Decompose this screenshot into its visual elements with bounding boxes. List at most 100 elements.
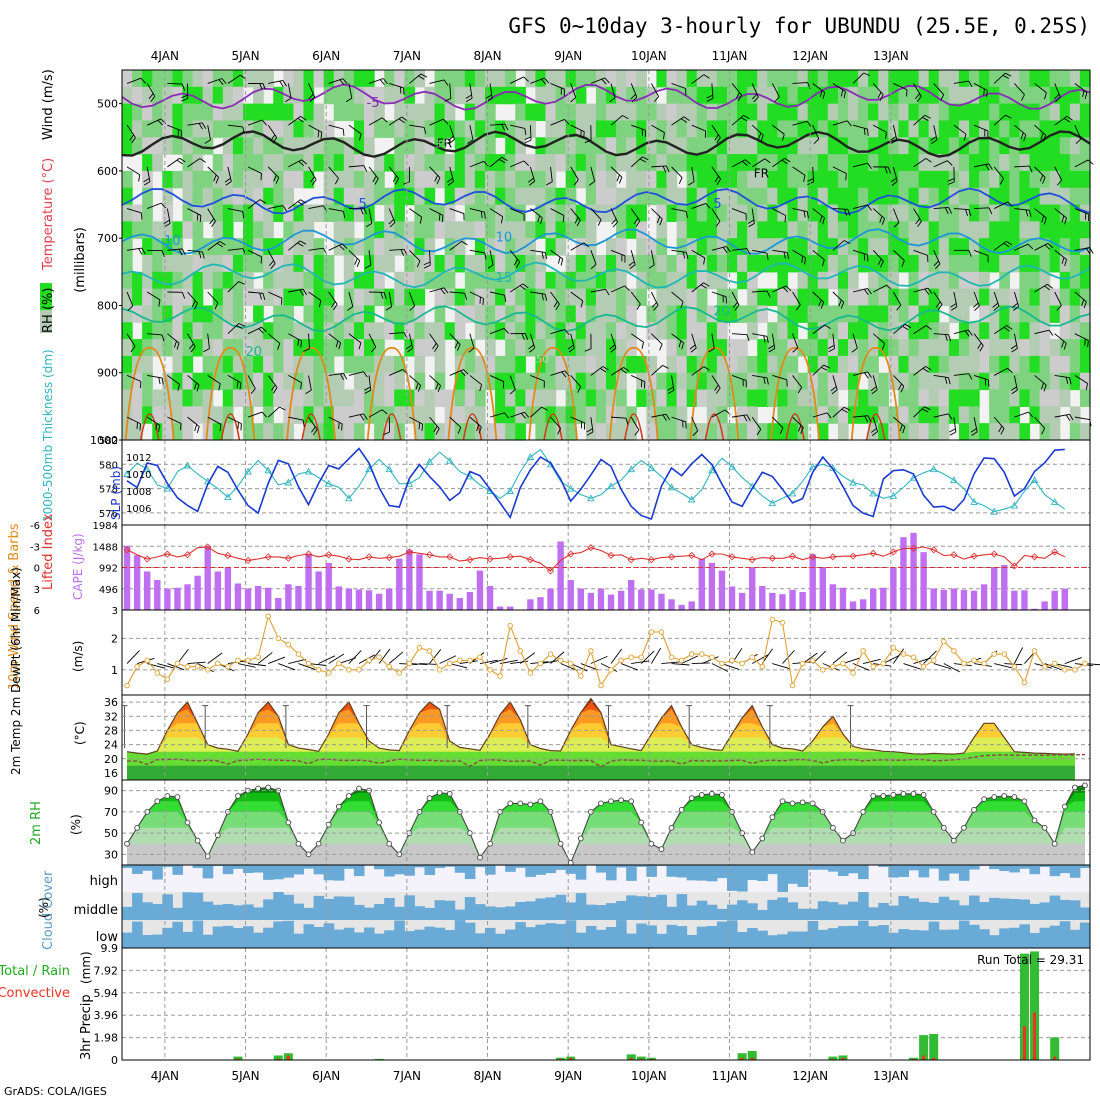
rh-cell [1079, 322, 1091, 340]
rh-cell [182, 187, 194, 206]
rh-cell [364, 339, 375, 357]
rh-cell [1079, 423, 1091, 441]
rh-cell [616, 86, 627, 105]
rh-cell [686, 322, 698, 340]
rh-cell [565, 355, 577, 374]
wind-barb [1074, 159, 1094, 168]
rh-cell [182, 103, 194, 122]
rh-cell [807, 255, 819, 273]
wind-barb [610, 285, 630, 293]
rh-cell [989, 255, 1000, 273]
wind-barb [510, 411, 530, 419]
rh-cell [989, 120, 1000, 138]
ylabel-precip-unit: (mm) [79, 951, 93, 984]
rh-cell [273, 288, 284, 307]
wind-barb [1014, 243, 1034, 251]
wind-barb [913, 114, 932, 126]
rh-marker [719, 792, 725, 798]
rh-cell [848, 372, 859, 391]
cape-bar [991, 567, 998, 610]
lifted-index-marker [1010, 562, 1018, 570]
rh-cell [212, 170, 224, 189]
rh-cell [323, 187, 335, 206]
rh-cell [172, 355, 184, 374]
wind-barb [711, 246, 731, 254]
wind-barb [610, 249, 626, 263]
rh-cell [646, 355, 658, 374]
rh-cell [303, 255, 315, 273]
rh-cell [989, 372, 1000, 391]
rh-cell [222, 103, 234, 122]
lifted-index-marker [446, 553, 454, 561]
cloud-middle-bar [374, 904, 385, 920]
wind-barb [187, 122, 207, 130]
rh-cell [777, 86, 789, 105]
rh-cell [132, 406, 143, 424]
rh-cell [747, 170, 758, 189]
cape-tick-label: 3 [112, 606, 118, 617]
rh-cell [938, 238, 950, 256]
wind-barb [580, 663, 598, 671]
wind-barb [1014, 165, 1033, 173]
rh-cell [394, 322, 405, 340]
rh-cell [343, 305, 355, 323]
rh-cell [404, 322, 416, 340]
rh-cell [142, 154, 153, 172]
rh-cell [343, 339, 355, 357]
rh-cell [384, 322, 395, 340]
cloud-middle-bar [948, 900, 960, 920]
rh-cell [676, 120, 688, 138]
rh-cell [353, 86, 365, 105]
wind-barb [509, 250, 521, 268]
wind-barb [792, 375, 803, 394]
rh-cell [343, 255, 355, 273]
rh-marker [648, 840, 655, 847]
cloud-high-bar [767, 865, 778, 875]
cloud-middle-bar [565, 902, 577, 920]
rh-cell [232, 204, 244, 222]
rh-cell [958, 187, 970, 206]
thickness-marker [183, 461, 192, 469]
rh-cell [837, 154, 849, 172]
rh-cell [1039, 204, 1051, 222]
rh-cell [706, 372, 718, 391]
precip-total-bar [233, 1056, 243, 1060]
rh-cell [495, 305, 506, 323]
rh-cell [243, 406, 254, 424]
date-label-top: 12JAN [792, 49, 828, 63]
rh-cell [848, 305, 859, 323]
wind-barb [328, 166, 339, 185]
wind-barb [509, 283, 529, 293]
rh-cell [464, 70, 476, 88]
lifted-index-marker [224, 551, 232, 560]
rh-cell [404, 305, 416, 323]
rh-cell [706, 271, 718, 290]
rh-cell [293, 221, 305, 239]
cloud-high-bar [434, 865, 446, 869]
cape-bar [365, 590, 373, 610]
wind-barb [1054, 374, 1072, 385]
rh-cell [152, 103, 163, 122]
rh-cell [827, 322, 839, 340]
rh-cell [485, 170, 496, 189]
rh-cell [979, 170, 990, 189]
rh-cell [666, 355, 678, 374]
rh-cell [696, 339, 708, 357]
wind-barb [701, 656, 719, 664]
wind-speed-marker [124, 682, 130, 689]
rh-cell [212, 255, 224, 273]
rh-cell [676, 221, 688, 239]
rh-cell [474, 86, 486, 105]
rh-cell [979, 339, 990, 357]
rh-cell [343, 187, 355, 206]
wind-speed-marker [578, 673, 584, 679]
rh-cell [918, 204, 930, 222]
rh-marker [446, 790, 453, 797]
rh-cell [192, 322, 204, 340]
wind-barb [953, 249, 972, 257]
ylabel-wind-unit: (m/s) [71, 641, 85, 672]
lifted-index-marker [909, 544, 918, 552]
rh-cell [616, 221, 627, 239]
cloud-low-bar [999, 928, 1010, 948]
rh-cell [1049, 86, 1061, 105]
